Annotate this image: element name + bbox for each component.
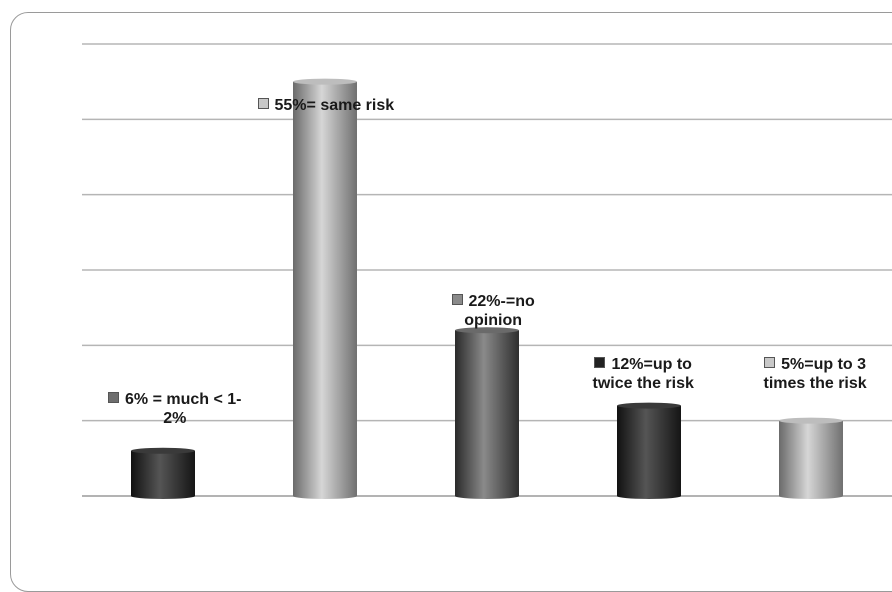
legend-marker — [594, 357, 606, 368]
data-label: 55%= same risk — [257, 96, 395, 115]
data-label-line2: 2% — [163, 410, 187, 427]
data-label-line1: 6% = much < 1- — [125, 391, 242, 408]
data-label-line1: 22%-=no — [468, 293, 535, 310]
bar — [131, 447, 195, 499]
data-label-line1: 55%= same risk — [274, 97, 395, 114]
legend-marker — [108, 392, 119, 403]
data-label: 6% = much < 1- 2% — [108, 390, 242, 428]
bar — [617, 402, 681, 499]
legend-marker — [257, 98, 269, 109]
data-label-line2: times the risk — [763, 375, 867, 392]
legend-marker — [451, 294, 463, 305]
data-label: 22%-=no opinion — [451, 292, 535, 330]
data-label-line1: 5%=up to 3 — [781, 356, 867, 373]
data-label: 5%=up to 3 times the risk — [764, 355, 867, 393]
data-label: 12%=up to twice the risk — [593, 355, 694, 393]
data-label-line2: opinion — [464, 312, 522, 329]
bar — [455, 327, 519, 499]
bars — [131, 78, 843, 499]
data-label-line1: 12%=up to — [611, 356, 692, 373]
bar — [779, 417, 843, 499]
data-label-line2: twice the risk — [592, 375, 694, 392]
legend-marker — [764, 357, 776, 368]
bar — [293, 78, 357, 499]
bar-chart — [82, 43, 892, 499]
